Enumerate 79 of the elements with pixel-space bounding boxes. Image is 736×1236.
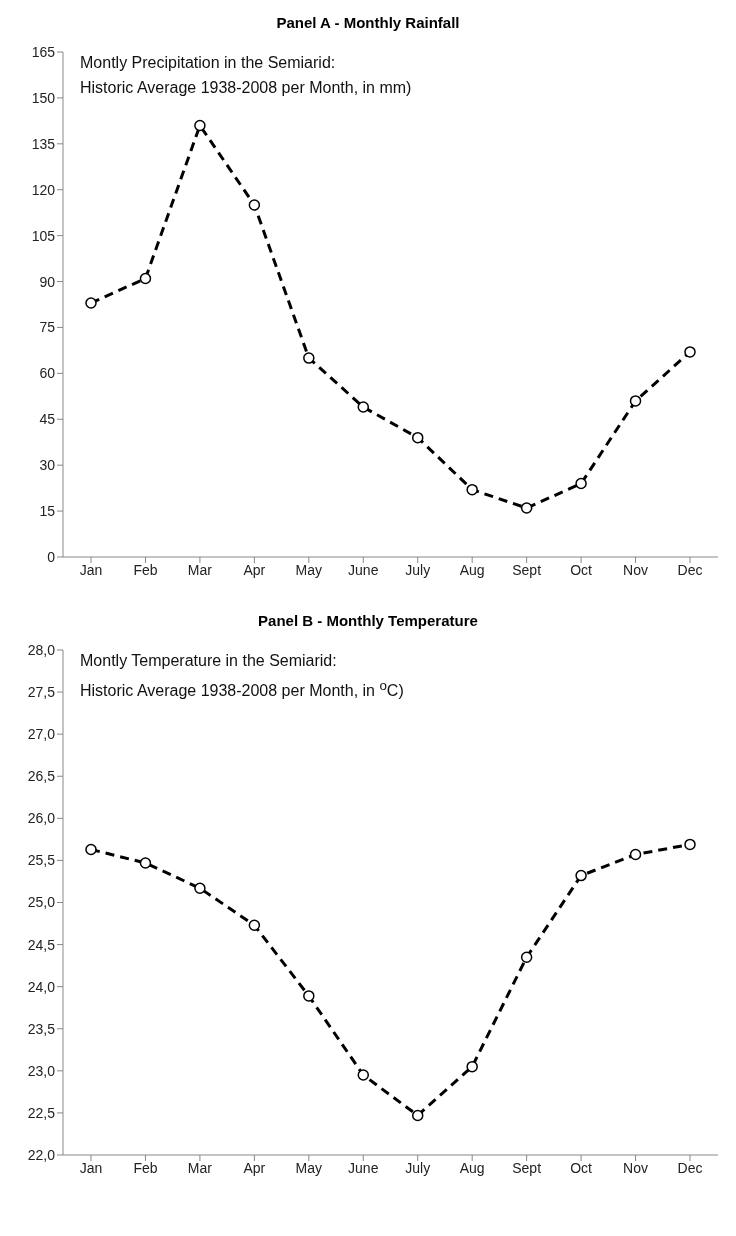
annotation: Historic Average 1938-2008 per Month, in mm): [80, 78, 412, 98]
point: [139, 272, 152, 285]
x-tick-label: Feb: [133, 561, 158, 578]
x-tick-label: Nov: [623, 561, 648, 578]
point: [411, 1109, 424, 1122]
y-tick-label: 25,5: [27, 852, 56, 869]
point: [85, 843, 97, 856]
y-tick-label: 23,5: [27, 1020, 56, 1037]
point: [575, 869, 587, 882]
x-tick-label: Nov: [623, 1159, 648, 1176]
point: [248, 919, 261, 931]
y-tick-label: 135: [31, 135, 56, 152]
point: [139, 857, 152, 869]
x-tick-label: Aug: [459, 1159, 485, 1176]
x-tick-label: Mar: [187, 1159, 213, 1176]
y-tick-label: 22,0: [27, 1146, 56, 1163]
y-tick-label: 25,0: [27, 894, 56, 911]
y-tick-label: 60: [39, 365, 56, 382]
x-tick-label: Jan: [79, 1159, 103, 1176]
y-tick-label: 165: [31, 43, 56, 60]
y-tick-label: 26,0: [27, 810, 56, 827]
x-tick-label: Apr: [243, 1159, 266, 1176]
annotation: Montly Temperature in the Semiarid:: [80, 651, 338, 671]
point: [194, 882, 206, 894]
x-tick-label: Mar: [187, 561, 213, 578]
x-tick-label: Sept: [512, 1159, 542, 1176]
point: [684, 838, 696, 851]
y-tick-label: 0: [47, 548, 56, 565]
y-tick-label: 105: [31, 227, 56, 244]
x-tick-label: June: [348, 561, 379, 578]
chart-title: Panel A - Monthly Rainfall: [275, 13, 461, 33]
point: [520, 502, 533, 514]
point: [466, 483, 478, 496]
y-tick-label: 120: [31, 181, 56, 198]
point: [629, 395, 642, 407]
x-tick-label: May: [295, 561, 323, 578]
point: [520, 951, 533, 963]
y-tick-label: 27,5: [27, 684, 56, 701]
x-tick-label: May: [295, 1159, 323, 1176]
point: [575, 477, 587, 490]
point: [411, 431, 424, 444]
x-tick-label: Aug: [459, 561, 485, 578]
x-tick-label: Dec: [677, 561, 703, 578]
x-tick-label: Oct: [570, 1159, 593, 1176]
point: [357, 401, 370, 413]
x-tick-label: Sept: [512, 561, 542, 578]
point: [85, 297, 97, 309]
x-tick-label: Feb: [133, 1159, 158, 1176]
y-tick-label: 150: [31, 89, 56, 106]
annotation: Montly Precipitation in the Semiarid:: [80, 53, 337, 73]
x-tick-label: Oct: [570, 561, 593, 578]
y-tick-label: 15: [39, 503, 56, 520]
x-tick-label: June: [348, 1159, 379, 1176]
point: [357, 1069, 370, 1081]
point: [194, 119, 206, 132]
point: [303, 352, 315, 364]
y-tick-label: 22,5: [27, 1104, 56, 1121]
y-tick-label: 24,0: [27, 978, 56, 995]
point: [303, 990, 315, 1002]
y-tick-label: 90: [39, 273, 56, 290]
y-tick-label: 23,0: [27, 1062, 56, 1079]
y-tick-label: 45: [39, 411, 56, 428]
y-tick-label: 28,0: [27, 641, 56, 658]
x-tick-label: July: [405, 561, 431, 578]
point: [684, 346, 696, 358]
x-tick-label: Dec: [677, 1159, 703, 1176]
y-tick-label: 75: [39, 319, 56, 336]
point: [629, 848, 642, 861]
point: [248, 199, 261, 211]
x-tick-label: Apr: [243, 561, 266, 578]
y-tick-label: 26,5: [27, 768, 56, 785]
y-tick-label: 27,0: [27, 726, 56, 743]
y-tick-label: 24,5: [27, 936, 56, 953]
y-tick-label: 30: [39, 457, 56, 474]
annotation: Historic Average 1938-2008 per Month, in $^{o}$C): [80, 677, 404, 702]
x-tick-label: Jan: [79, 561, 103, 578]
point: [466, 1060, 478, 1073]
chart-title: Panel B - Monthly Temperature: [257, 611, 479, 631]
x-tick-label: July: [405, 1159, 431, 1176]
